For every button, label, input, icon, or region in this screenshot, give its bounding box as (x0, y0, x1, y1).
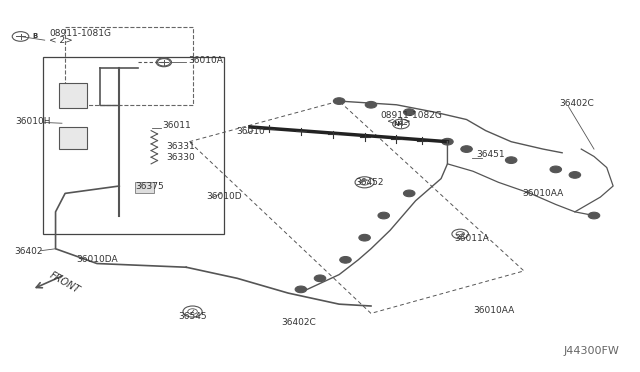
Circle shape (295, 286, 307, 293)
Text: 36402: 36402 (14, 247, 43, 256)
Text: 36452: 36452 (355, 178, 383, 187)
Text: < 2>: < 2> (387, 117, 411, 126)
Text: 36010H: 36010H (15, 117, 51, 126)
Circle shape (588, 212, 600, 219)
Text: 36402C: 36402C (559, 99, 594, 108)
Bar (65, 27, 193, 105)
Bar (59, 127, 88, 149)
Text: B: B (32, 33, 37, 39)
Text: 36545: 36545 (179, 312, 207, 321)
Text: 36010: 36010 (236, 127, 264, 136)
Text: N: N (394, 121, 399, 127)
Circle shape (378, 212, 390, 219)
Text: 36010AA: 36010AA (523, 189, 564, 198)
Circle shape (403, 190, 415, 197)
Bar (59, 83, 88, 109)
Text: 36010A: 36010A (188, 56, 223, 65)
Bar (43, 57, 225, 234)
Text: 36330: 36330 (166, 153, 195, 162)
Circle shape (550, 166, 561, 173)
Bar (135, 182, 154, 193)
Circle shape (365, 102, 377, 108)
Circle shape (506, 157, 517, 163)
Text: 36010D: 36010D (207, 192, 242, 201)
Circle shape (569, 171, 580, 178)
Circle shape (442, 138, 453, 145)
Text: 36010DA: 36010DA (77, 256, 118, 264)
Circle shape (333, 98, 345, 105)
Circle shape (359, 234, 371, 241)
Text: 36402C: 36402C (282, 318, 317, 327)
Text: < 2>: < 2> (49, 36, 73, 45)
Text: J44300FW: J44300FW (564, 346, 620, 356)
Text: 36011A: 36011A (454, 234, 489, 243)
Circle shape (340, 257, 351, 263)
Circle shape (461, 146, 472, 153)
Text: 36331: 36331 (166, 142, 195, 151)
Text: 08911-1082G: 08911-1082G (381, 111, 442, 120)
Text: 36451: 36451 (476, 150, 505, 159)
Text: FRONT: FRONT (47, 270, 81, 296)
Circle shape (314, 275, 326, 282)
Text: 36375: 36375 (135, 182, 164, 190)
Text: 36011: 36011 (162, 121, 191, 130)
Circle shape (403, 109, 415, 115)
Text: 36010AA: 36010AA (473, 307, 514, 315)
Text: 08911-1081G: 08911-1081G (49, 29, 111, 38)
